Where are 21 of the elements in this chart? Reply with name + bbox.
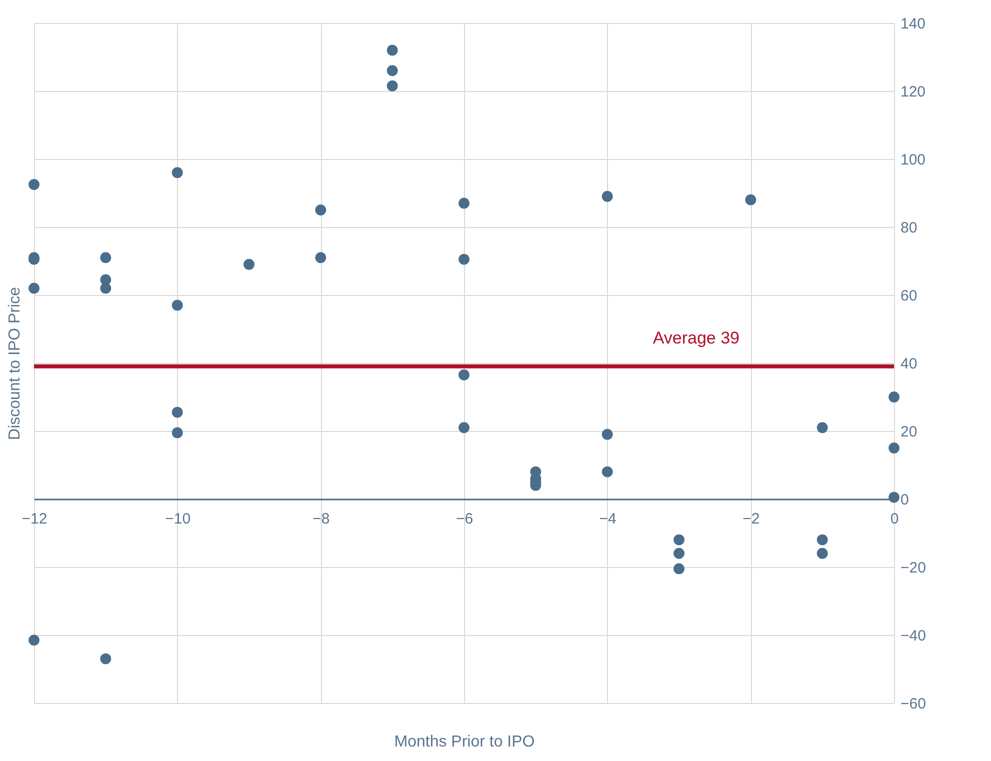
x-tick-label: −6	[456, 510, 474, 528]
x-tick-label: −4	[599, 510, 616, 528]
y-tick-label: 60	[900, 288, 918, 304]
x-tick-label: −2	[742, 510, 760, 528]
y-tick-label: 140	[900, 16, 926, 32]
ref-line-label: Average 39	[652, 328, 740, 348]
y-tick-label: 120	[900, 84, 926, 100]
x-tick-label: −12	[22, 510, 48, 528]
y-tick-label: −20	[900, 560, 926, 576]
y-tick-label: 40	[900, 356, 918, 372]
y-tick-label: −40	[900, 628, 926, 644]
y-tick-label: −60	[900, 696, 926, 712]
y-tick-label: 0	[900, 492, 909, 508]
y-axis-title: Discount to IPO Price	[6, 286, 24, 440]
y-tick-label: 80	[900, 220, 918, 236]
x-axis-title: Months Prior to IPO	[394, 734, 535, 750]
x-tick-label: −8	[312, 510, 330, 528]
y-tick-label: 20	[900, 424, 918, 440]
y-tick-label: 100	[900, 152, 926, 168]
x-tick-label: −10	[165, 510, 191, 528]
x-tick-label: 0	[890, 510, 899, 528]
